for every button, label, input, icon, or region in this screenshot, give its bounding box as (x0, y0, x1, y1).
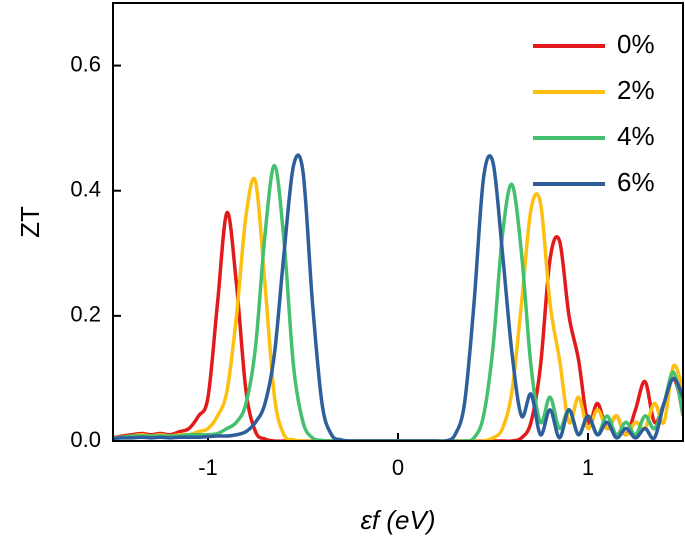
plot-area (113, 153, 683, 441)
legend-label: 2% (617, 75, 655, 105)
legend-label: 0% (617, 29, 655, 59)
data-line (113, 163, 683, 441)
data-line (113, 153, 683, 441)
y-tick-label: 0.6 (70, 51, 101, 76)
x-tick-label: -1 (198, 455, 218, 480)
legend-label: 6% (617, 167, 655, 197)
x-axis-label: εf (eV) (361, 505, 436, 535)
x-tick-label: 0 (392, 455, 404, 480)
x-tick-label: 1 (582, 455, 594, 480)
y-tick-label: 0.2 (70, 302, 101, 327)
legend-label: 4% (617, 121, 655, 151)
y-axis-label: ZT (15, 206, 45, 238)
y-tick-label: 0.4 (70, 177, 101, 202)
data-line (113, 210, 683, 441)
y-tick-label: 0.0 (70, 427, 101, 452)
plot-frame (112, 2, 684, 442)
